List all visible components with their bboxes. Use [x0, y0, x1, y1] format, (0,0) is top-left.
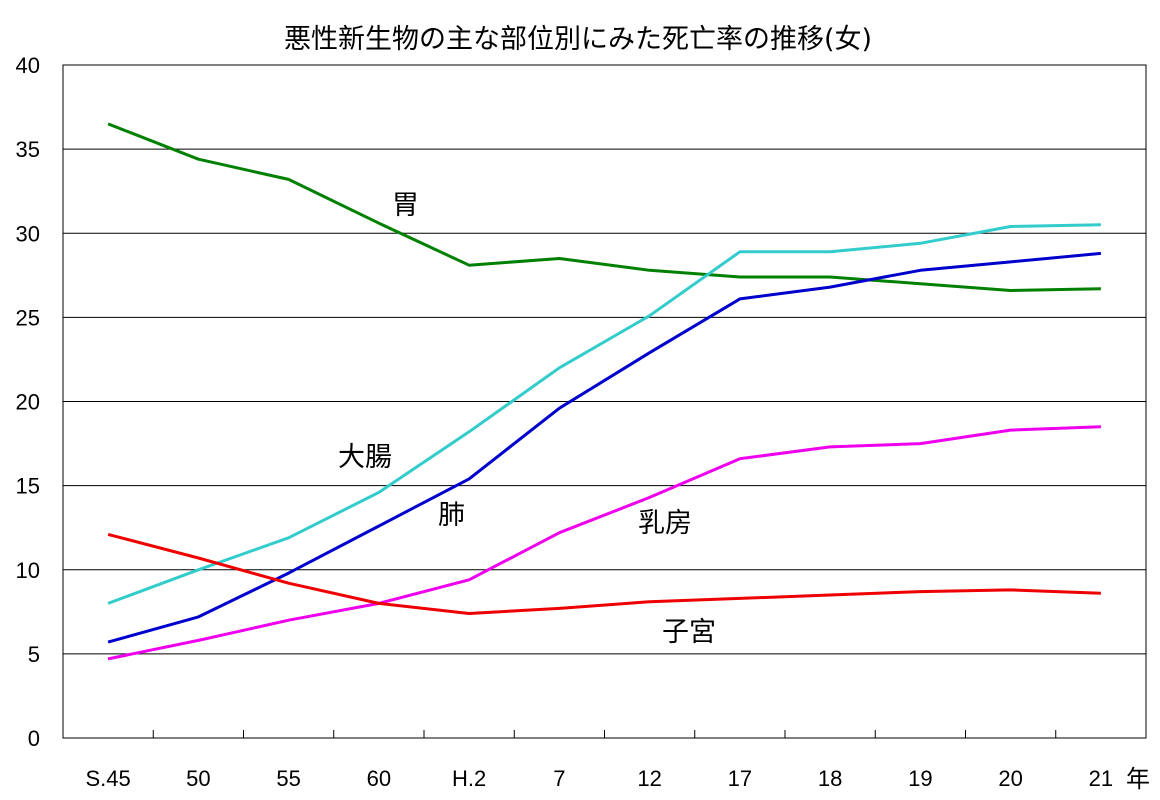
gridlines [63, 148, 1146, 655]
annotation-label: 胃 [392, 190, 419, 221]
x-tick-label: H.2 [452, 766, 486, 791]
x-axis-unit-label: 年 [1126, 765, 1150, 793]
x-tick-label: S.45 [85, 766, 130, 791]
y-tick-label: 0 [28, 726, 40, 751]
annotation-label: 大腸 [338, 442, 392, 473]
x-tick-label: 12 [637, 766, 661, 791]
y-tick-label: 25 [16, 305, 40, 330]
x-tick-label: 60 [367, 766, 391, 791]
x-tick-label: 50 [186, 766, 210, 791]
y-tick-label: 20 [16, 390, 40, 415]
series-lines [107, 122, 1102, 661]
x-tick-label: 21 [1089, 766, 1113, 791]
annotation-label: 肺 [438, 500, 465, 531]
chart-title: 悪性新生物の主な部位別にみた死亡率の推移(女) [284, 24, 872, 55]
y-tick-label: 35 [16, 137, 40, 162]
x-tick-label: 18 [818, 766, 842, 791]
x-tick-label: 17 [728, 766, 752, 791]
annotation-label: 子宮 [662, 617, 716, 648]
y-tick-label: 15 [16, 474, 40, 499]
series-line-1 [107, 122, 1101, 292]
y-tick-label: 5 [28, 642, 40, 667]
x-tick-label: 55 [276, 766, 300, 791]
y-axis-tick-labels: 0 5 10 15 20 25 30 35 40 [16, 53, 40, 751]
x-axis-tick-labels: S.45 50 55 60 H.2 7 12 17 18 19 20 21 [85, 766, 1113, 791]
y-tick-label: 30 [16, 221, 40, 246]
x-tick-label: 7 [553, 766, 565, 791]
annotation-label: 乳房 [638, 508, 692, 539]
x-tick-label: 20 [998, 766, 1022, 791]
y-tick-label: 40 [16, 53, 40, 78]
x-axis-ticks [152, 730, 1057, 738]
series-line-4 [107, 425, 1101, 661]
y-tick-label: 10 [16, 558, 40, 583]
series-line-3 [107, 251, 1102, 644]
series-line-5 [107, 532, 1101, 615]
series-line-2 [107, 223, 1101, 605]
x-tick-label: 19 [908, 766, 932, 791]
